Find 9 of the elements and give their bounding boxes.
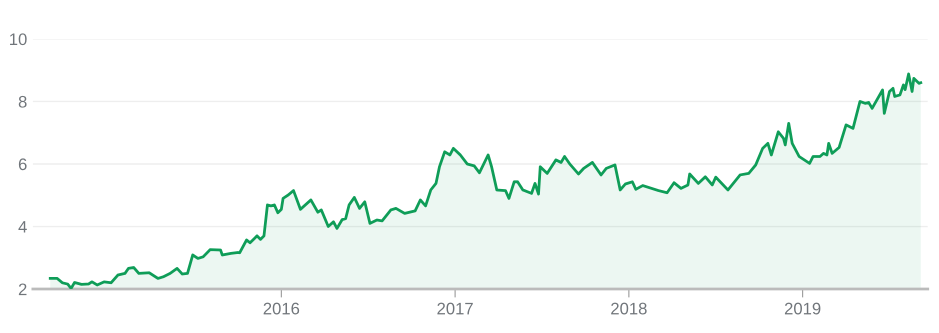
y-tick-label: 10: [10, 33, 27, 46]
y-tick-label: 2: [18, 283, 26, 296]
y-tick-label: 6: [18, 158, 27, 170]
y-tick-label: 4: [18, 221, 27, 233]
y-tick-label: 8: [18, 96, 27, 108]
x-tick-label: 2018: [611, 302, 647, 314]
x-tick-label: 2016: [264, 302, 300, 314]
x-tick-label: 2017: [437, 302, 473, 314]
x-tick-label: 2019: [784, 302, 820, 314]
